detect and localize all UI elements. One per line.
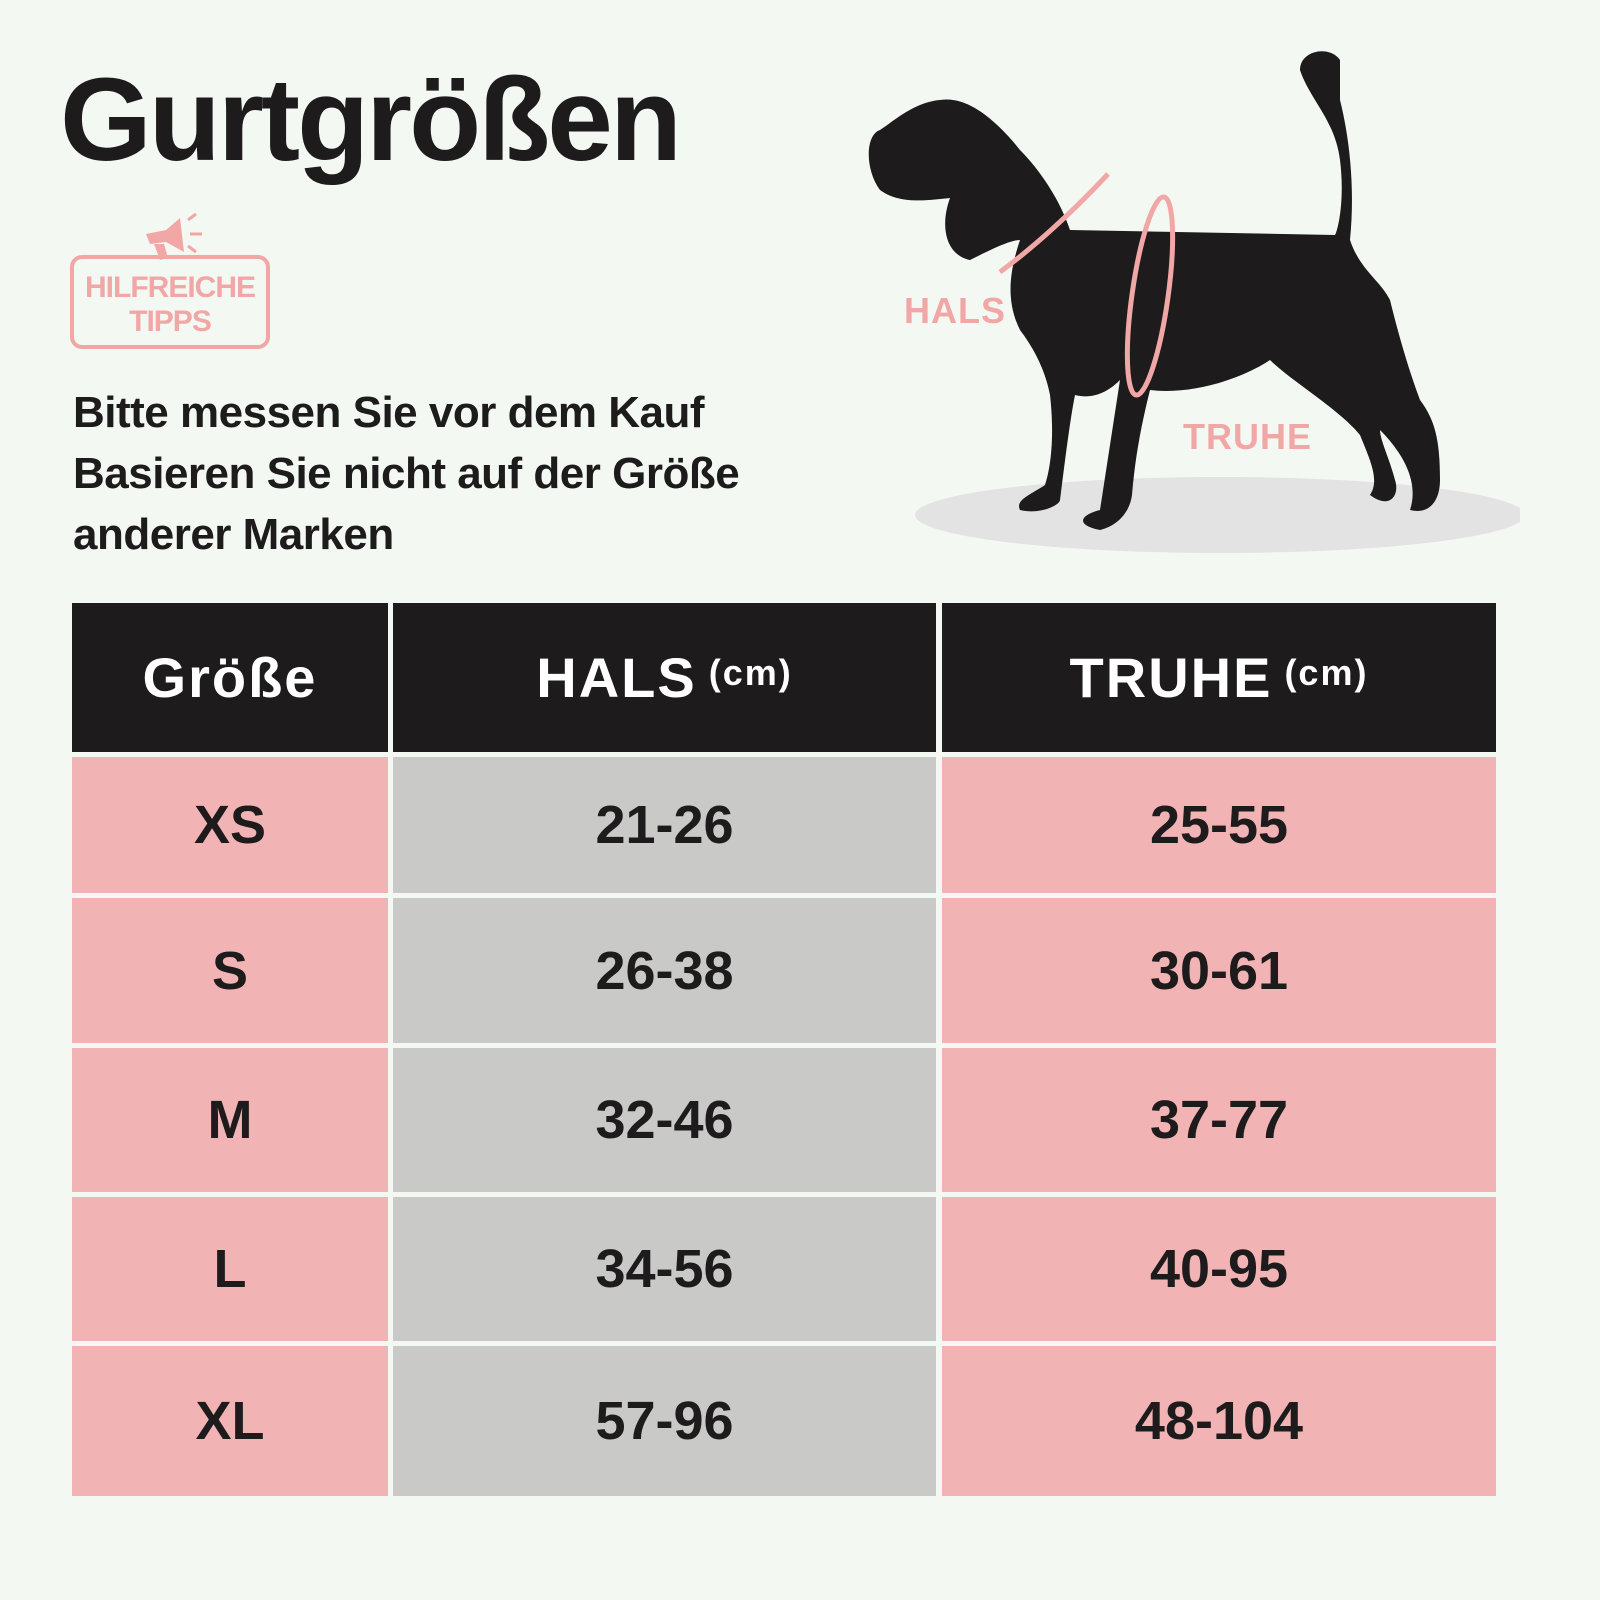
value-cell: 37-77 <box>942 1048 1496 1192</box>
badge-line: HILFREICHE <box>85 271 256 304</box>
value-cell: 25-55 <box>942 757 1496 893</box>
value-cell: 32-46 <box>393 1048 936 1192</box>
header-text: TRUHE <box>1069 646 1273 709</box>
header-text: HALS <box>536 646 697 709</box>
size-cell: S <box>72 898 388 1043</box>
tips-badge: HILFREICHE TIPPS <box>70 255 270 349</box>
header-cell: Größe <box>72 603 388 752</box>
value-cell: 30-61 <box>942 898 1496 1043</box>
note-line: Basieren Sie nicht auf der Größe <box>73 449 740 498</box>
value-cell: 57-96 <box>393 1346 936 1496</box>
truhe-label: TRUHE <box>1183 416 1312 457</box>
value-cell: 34-56 <box>393 1197 936 1341</box>
header-unit: (cm) <box>1284 651 1369 693</box>
note: Bitte messen Sie vor dem Kauf Basieren S… <box>73 382 740 565</box>
size-cell: XL <box>72 1346 388 1496</box>
header-text: Größe <box>142 646 318 709</box>
header-cell: TRUHE (cm) <box>942 603 1496 752</box>
size-cell: L <box>72 1197 388 1341</box>
value-cell: 21-26 <box>393 757 936 893</box>
value-cell: 26-38 <box>393 898 936 1043</box>
header-unit: (cm) <box>708 651 793 693</box>
dog-illustration <box>868 51 1520 553</box>
size-cell: XS <box>72 757 388 893</box>
title: Gurtgrößen <box>60 54 682 186</box>
size-cell: M <box>72 1048 388 1192</box>
header-cell: HALS (cm) <box>393 603 936 752</box>
note-line: Bitte messen Sie vor dem Kauf <box>73 388 705 437</box>
badge-line: TIPPS <box>129 305 212 338</box>
note-line: anderer Marken <box>73 510 394 559</box>
value-cell: 48-104 <box>942 1346 1496 1496</box>
value-cell: 40-95 <box>942 1197 1496 1341</box>
hals-label: HALS <box>904 290 1006 331</box>
